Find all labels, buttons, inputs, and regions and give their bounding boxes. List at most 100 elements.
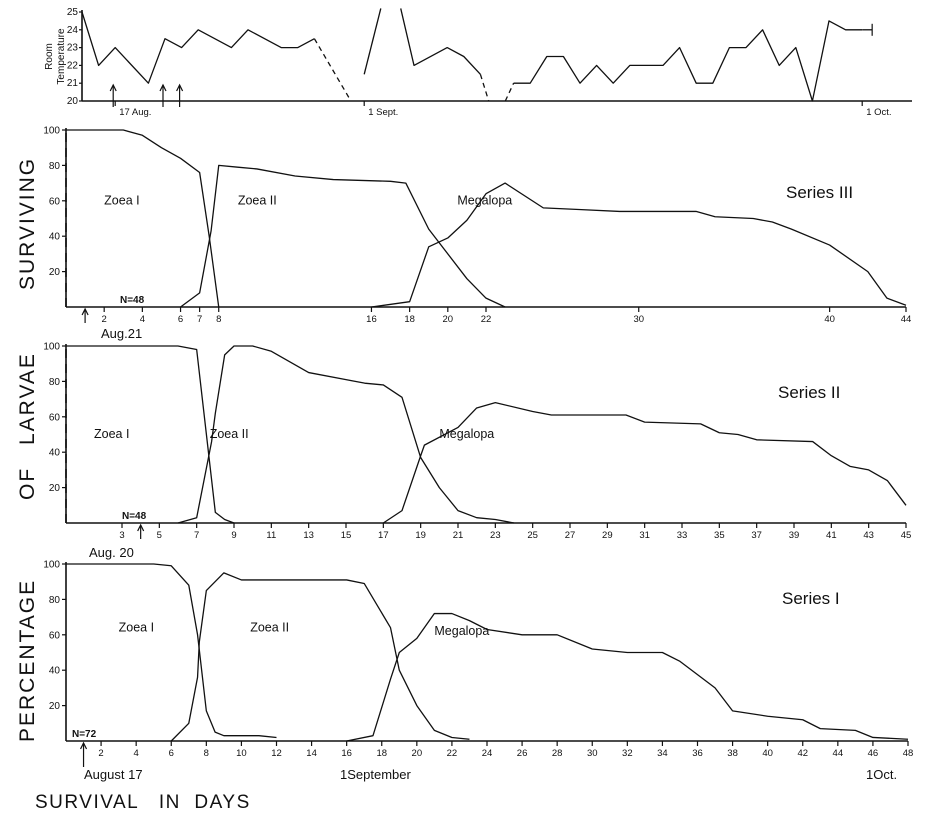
series-1-x-tick-label: 10 — [236, 748, 247, 759]
series-1-x-tick-label: 40 — [762, 748, 773, 759]
temp-y-axis-label-2: Temperature — [56, 28, 67, 85]
series-3-x-tick-label: 30 — [633, 314, 644, 325]
series-3-x-tick-label: 18 — [404, 314, 415, 325]
series-3-n-label: N=48 — [120, 295, 145, 306]
series-1-x-tick-label: 44 — [833, 748, 844, 759]
series-1-x-tick-label: 42 — [797, 748, 808, 759]
series-1-x-tick-label: 34 — [657, 748, 668, 759]
ylabel-word-surviving: SURVIVING — [16, 157, 39, 290]
series-1-x-tick-label: 46 — [868, 748, 879, 759]
series-2-stage-label: Megalopa — [439, 427, 494, 441]
series-2-x-tick-label: 9 — [231, 530, 236, 541]
series-2-x-tick-label: 27 — [565, 530, 576, 541]
series-1-title: Series I — [782, 589, 840, 608]
series-2-x-tick-label: 23 — [490, 530, 501, 541]
series-2-x-tick-label: 31 — [639, 530, 650, 541]
series-1-x-tick-label: 16 — [341, 748, 352, 759]
series-3-x-tick-label: 8 — [216, 314, 221, 325]
series-3-curve-megalopa — [371, 182, 907, 308]
series-2-y-tick-label: 20 — [49, 483, 61, 494]
series-1-x-tick-label: 8 — [204, 748, 209, 759]
series-2-x-tick-label: 33 — [677, 530, 688, 541]
temp-y-tick-label: 25 — [67, 7, 79, 18]
series-3-curve-zoea-i — [66, 129, 220, 308]
series-2-x-tick-label: 37 — [751, 530, 762, 541]
series-2-x-tick-label: 39 — [789, 530, 800, 541]
series-2-x-tick-label: 5 — [157, 530, 162, 541]
ylabel-word-of: OF — [16, 467, 39, 500]
series-1-x-tick-label: 38 — [727, 748, 738, 759]
series-3-x-tick-label: 22 — [481, 314, 492, 325]
temp-date-label: 17 Aug. — [119, 107, 151, 118]
series-1-x-tick-label: 32 — [622, 748, 633, 759]
series-1-x-tick-label: 26 — [517, 748, 528, 759]
series-1-y-tick-label: 40 — [49, 666, 61, 677]
series-2-x-tick-label: 13 — [303, 530, 314, 541]
series-1-n-label: N=72 — [72, 729, 97, 740]
temp-line-gap — [313, 38, 352, 102]
series-3-panel: 20 40 60 80 100 2 4 6 7 8 16 18 20 22 30 40 44 Zoea I Zoea… — [43, 126, 911, 342]
series-2-start-arrow-head — [137, 523, 145, 532]
series-3-curve-zoea-ii — [180, 164, 506, 308]
temp-y-tick-label: 20 — [67, 96, 79, 107]
series-3-y-tick-label: 100 — [43, 126, 60, 137]
series-1-y-tick-label: 20 — [49, 701, 61, 712]
temp-arrow-head — [159, 83, 167, 92]
series-3-x-tick-label: 40 — [824, 314, 835, 325]
temp-arrow — [159, 83, 167, 107]
series-2-title: Series II — [778, 383, 840, 402]
series-1-y-tick-label: 60 — [49, 630, 61, 641]
series-3-x-tick-label: 20 — [443, 314, 454, 325]
temp-line-segment — [400, 8, 481, 75]
series-1-x-tick-label: 20 — [412, 748, 423, 759]
series-3-stage-label: Zoea I — [104, 193, 139, 207]
series-2-x-tick-label: 41 — [826, 530, 837, 541]
series-2-curve-megalopa — [382, 401, 907, 524]
series-2-stage-label: Zoea I — [94, 427, 129, 441]
series-1-start-arrow — [80, 741, 88, 767]
series-2-x-tick-label: 43 — [863, 530, 874, 541]
temp-date-label: 1 Sept. — [368, 107, 398, 118]
temperature-panel: 20 21 22 23 24 25 Room Temperature 17 Aug. 1 Sept… — [44, 7, 912, 118]
series-1-x-tick-label: 36 — [692, 748, 703, 759]
series-1-x-tick-label: 14 — [306, 748, 317, 759]
series-2-x-tick-label: 21 — [453, 530, 464, 541]
series-3-x-tick-label: 16 — [366, 314, 377, 325]
series-1-x-tick-label: 48 — [903, 748, 914, 759]
series-1-x-tick-label: 28 — [552, 748, 563, 759]
temp-date-label: 1 Oct. — [866, 107, 891, 118]
series-1-y-tick-label: 100 — [43, 560, 60, 571]
series-3-y-tick-label: 80 — [49, 161, 61, 172]
series-1-stage-label: Zoea I — [119, 620, 154, 634]
temp-line-gap — [504, 82, 515, 102]
series-2-x-tick-label: 35 — [714, 530, 725, 541]
series-3-start-arrow — [81, 307, 89, 323]
series-2-y-tick-label: 40 — [49, 448, 61, 459]
series-1-curve-megalopa — [346, 612, 909, 742]
series-3-y-tick-label: 60 — [49, 196, 61, 207]
series-3-x-tick-label: 44 — [901, 314, 912, 325]
series-1-curve-zoea-i — [66, 563, 277, 739]
series-2-x-tick-label: 19 — [415, 530, 426, 541]
series-2-start-label: Aug. 20 — [89, 545, 134, 560]
ylabel-word-percentage: PERCENTAGE — [16, 579, 39, 742]
temp-y-axis-label-1: Room — [44, 43, 55, 70]
temp-y-tick-label: 23 — [67, 43, 79, 54]
temp-y-tick-label: 24 — [67, 25, 79, 36]
series-3-x-tick-label: 4 — [140, 314, 145, 325]
series-1-x-tick-label: 30 — [587, 748, 598, 759]
series-2-x-tick-label: 25 — [527, 530, 538, 541]
series-3-stage-label: Zoea II — [238, 193, 277, 207]
series-2-x-tick-label: 15 — [341, 530, 352, 541]
temp-y-tick-label: 21 — [67, 78, 79, 89]
temp-arrow-head — [176, 83, 184, 92]
series-1-x-tick-label: 18 — [376, 748, 387, 759]
series-1-curve-zoea-ii — [170, 572, 470, 742]
series-1-mid-label: 1September — [340, 767, 411, 782]
series-3-stage-label: Megalopa — [457, 193, 512, 207]
series-3-start-arrow-head — [81, 307, 89, 316]
temp-arrow-head — [109, 83, 117, 92]
